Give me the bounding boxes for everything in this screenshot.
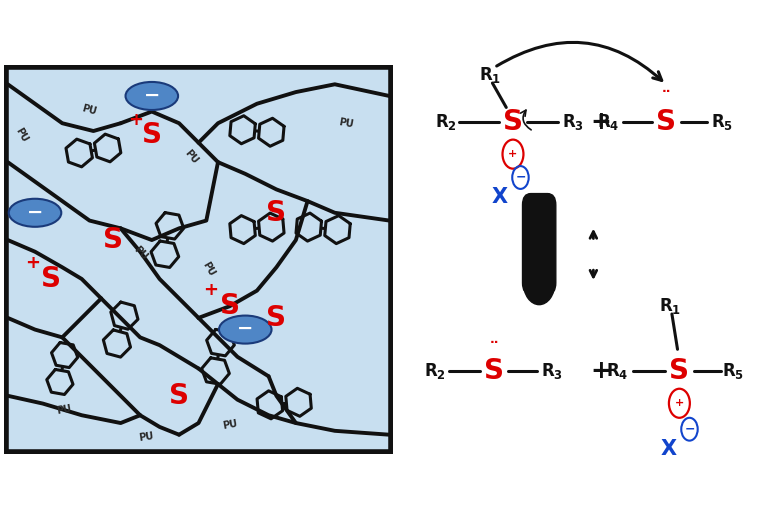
Text: −: − [237, 319, 254, 338]
Text: S: S [267, 304, 286, 332]
Ellipse shape [219, 316, 271, 344]
Text: S: S [103, 226, 123, 254]
Text: −: − [515, 171, 526, 184]
Text: PU: PU [81, 103, 98, 116]
Text: PU: PU [338, 117, 355, 129]
Text: $\mathbf{R_5}$: $\mathbf{R_5}$ [711, 112, 733, 132]
Text: S: S [169, 382, 189, 410]
Text: PU: PU [131, 245, 149, 263]
Text: $\mathbf{R_3}$: $\mathbf{R_3}$ [561, 112, 584, 132]
Text: S: S [142, 121, 162, 149]
Text: $\mathbf{R_5}$: $\mathbf{R_5}$ [722, 361, 745, 381]
Text: S: S [484, 357, 504, 385]
Text: S: S [656, 108, 676, 136]
Text: PU: PU [182, 147, 200, 165]
Text: $\mathbf{R_3}$: $\mathbf{R_3}$ [541, 361, 563, 381]
Text: +: + [204, 281, 218, 299]
Ellipse shape [126, 82, 178, 110]
Text: ··: ·· [662, 85, 671, 99]
Text: $\mathbf{R_2}$: $\mathbf{R_2}$ [424, 361, 446, 381]
Text: S: S [503, 108, 523, 136]
Text: −: − [27, 202, 43, 222]
Text: +: + [591, 359, 611, 383]
Text: +: + [128, 111, 143, 129]
Text: S: S [41, 265, 61, 293]
Text: +: + [25, 254, 41, 272]
Text: PU: PU [138, 431, 154, 443]
Text: PU: PU [221, 419, 238, 431]
Circle shape [524, 261, 555, 305]
Ellipse shape [8, 199, 61, 227]
Text: S: S [669, 357, 689, 385]
Text: S: S [267, 199, 286, 227]
Text: +: + [675, 398, 684, 408]
Text: $\mathbf{R_1}$: $\mathbf{R_1}$ [658, 296, 681, 316]
Text: $\mathbf{R_4}$: $\mathbf{R_4}$ [597, 112, 620, 132]
Text: PU: PU [56, 403, 72, 416]
Text: PU: PU [13, 126, 29, 144]
Text: $\mathbf{R_4}$: $\mathbf{R_4}$ [607, 361, 629, 381]
Text: $\mathbf{X}$: $\mathbf{X}$ [660, 439, 678, 459]
Text: +: + [591, 110, 611, 134]
Text: ··: ·· [490, 336, 499, 349]
Text: $\mathbf{R_1}$: $\mathbf{R_1}$ [480, 65, 502, 85]
FancyBboxPatch shape [6, 67, 391, 452]
Text: $\mathbf{R_2}$: $\mathbf{R_2}$ [435, 112, 457, 132]
Text: −: − [684, 422, 695, 436]
Text: −: − [143, 86, 160, 105]
Text: $\mathbf{X}$: $\mathbf{X}$ [491, 187, 509, 207]
Text: S: S [220, 292, 240, 320]
Text: PU: PU [200, 260, 217, 278]
Text: +: + [508, 149, 517, 159]
FancyBboxPatch shape [523, 194, 556, 294]
